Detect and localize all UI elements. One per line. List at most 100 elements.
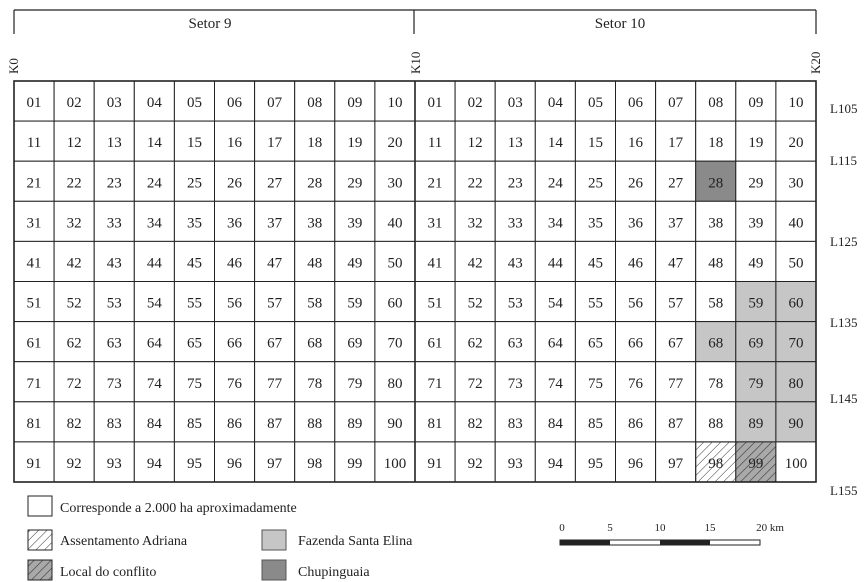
grid-cell-label: 23 <box>107 175 122 191</box>
grid-cell <box>534 361 576 403</box>
grid-cell-label: 12 <box>67 135 82 151</box>
grid-cell-label: 97 <box>668 456 684 472</box>
grid-cell <box>695 200 737 242</box>
grid-cell-label: 45 <box>187 255 202 271</box>
l-label: L105 <box>830 101 857 116</box>
grid-cell <box>254 361 296 403</box>
grid-cell <box>374 441 416 483</box>
grid-cell-label: 38 <box>708 215 723 231</box>
grid-cell <box>574 321 617 363</box>
grid-cell-label: 18 <box>307 135 322 151</box>
grid-cell-label: 85 <box>187 416 202 432</box>
grid-cell-label: 04 <box>147 95 163 111</box>
grid-cell-label: 24 <box>147 175 163 191</box>
grid-cell <box>454 361 496 403</box>
grid-cell-label: 79 <box>748 376 763 392</box>
grid-cell-label: 79 <box>347 376 362 392</box>
grid-cell-label: 05 <box>187 95 202 111</box>
grid-cell-label: 73 <box>508 376 523 392</box>
grid-cell <box>655 160 697 202</box>
grid-cell-label: 59 <box>748 296 763 312</box>
grid-cell-label: 62 <box>67 336 82 352</box>
grid-cell <box>93 281 135 323</box>
scale-tick-5: 5 <box>607 522 613 534</box>
grid-cell-label: 07 <box>668 95 684 111</box>
grid-cell <box>254 160 296 202</box>
grid-cell-label: 71 <box>428 376 443 392</box>
scale-tick-10: 10 <box>655 522 667 534</box>
grid-cell <box>133 160 175 202</box>
grid-cell <box>254 281 296 323</box>
grid-cell <box>214 80 256 122</box>
grid-cell <box>13 160 55 202</box>
grid-cell <box>133 321 175 363</box>
grid-cell <box>374 281 416 323</box>
grid-cell <box>775 321 817 363</box>
legend-cell-note: Corresponde a 2.000 ha aproximadamente <box>60 501 297 516</box>
grid-cell-label: 34 <box>548 215 564 231</box>
grid-cell <box>53 200 95 242</box>
grid-cell-label: 52 <box>468 296 483 312</box>
grid-cell-label: 47 <box>267 255 283 271</box>
grid-cell-label: 32 <box>67 215 82 231</box>
grid-cell <box>53 281 95 323</box>
grid-cell-label: 37 <box>668 215 684 231</box>
legend-chupinguaia: Chupinguaia <box>298 565 370 580</box>
grid-cell <box>173 200 215 242</box>
grid-cell-label: 03 <box>508 95 523 111</box>
grid-cell <box>775 401 817 443</box>
grid-cell-label: 21 <box>27 175 42 191</box>
grid-cell-label: 65 <box>588 336 603 352</box>
grid-cell <box>294 160 336 202</box>
grid-cell-label: 39 <box>347 215 362 231</box>
grid-cell <box>494 281 536 323</box>
grid-cell-label: 94 <box>548 456 564 472</box>
grid-cell-label: 81 <box>428 416 443 432</box>
grid-cell-label: 75 <box>588 376 603 392</box>
sector-9-label: Setor 9 <box>189 16 232 32</box>
grid-cell-label: 82 <box>468 416 483 432</box>
grid-cell-label: 80 <box>788 376 803 392</box>
grid-cell <box>173 120 215 162</box>
grid-cell <box>655 441 697 483</box>
grid-cell-label: 87 <box>267 416 283 432</box>
grid-cell-label: 73 <box>107 376 122 392</box>
grid-cell <box>133 80 175 122</box>
grid-cell-label: 22 <box>468 175 483 191</box>
grid-cell <box>133 281 175 323</box>
grid-cell-label: 09 <box>347 95 362 111</box>
grid-cell <box>214 401 256 443</box>
scale-bar: 0 5 10 15 20 km <box>559 522 784 546</box>
l-label: L155 <box>830 483 857 498</box>
grid-cell-label: 04 <box>548 95 564 111</box>
grid-cell-label: 56 <box>628 296 644 312</box>
grid-cell <box>334 361 376 403</box>
grid-cell-label: 60 <box>788 296 803 312</box>
grid-cell-label: 30 <box>387 175 402 191</box>
grid-cell-label: 29 <box>748 175 763 191</box>
grid-cell-label: 43 <box>508 255 523 271</box>
grid-cell-label: 29 <box>347 175 362 191</box>
grid-cell-label: 70 <box>387 336 402 352</box>
grid-cell-label: 55 <box>588 296 603 312</box>
grid-cell <box>735 80 777 122</box>
grid-cell-label: 35 <box>588 215 603 231</box>
grid-cell <box>254 441 296 483</box>
grid-cell-label: 51 <box>27 296 42 312</box>
grid-cell-label: 17 <box>668 135 684 151</box>
grid-cell-label: 99 <box>748 456 763 472</box>
grid-cell <box>615 281 657 323</box>
grid-cell <box>695 240 737 282</box>
grid-cell-label: 48 <box>307 255 322 271</box>
grid-cell-label: 43 <box>107 255 122 271</box>
grid-cell-label: 69 <box>347 336 362 352</box>
legend-swatch-cell <box>27 495 53 517</box>
grid-cell <box>254 401 296 443</box>
grid-cell <box>173 281 215 323</box>
legend-swatch-fazenda <box>261 529 287 551</box>
grid-cell <box>534 200 576 242</box>
grid-cell-label: 91 <box>428 456 443 472</box>
grid-cell-label: 19 <box>347 135 362 151</box>
legend: Corresponde a 2.000 ha aproximadamente A… <box>27 495 413 581</box>
